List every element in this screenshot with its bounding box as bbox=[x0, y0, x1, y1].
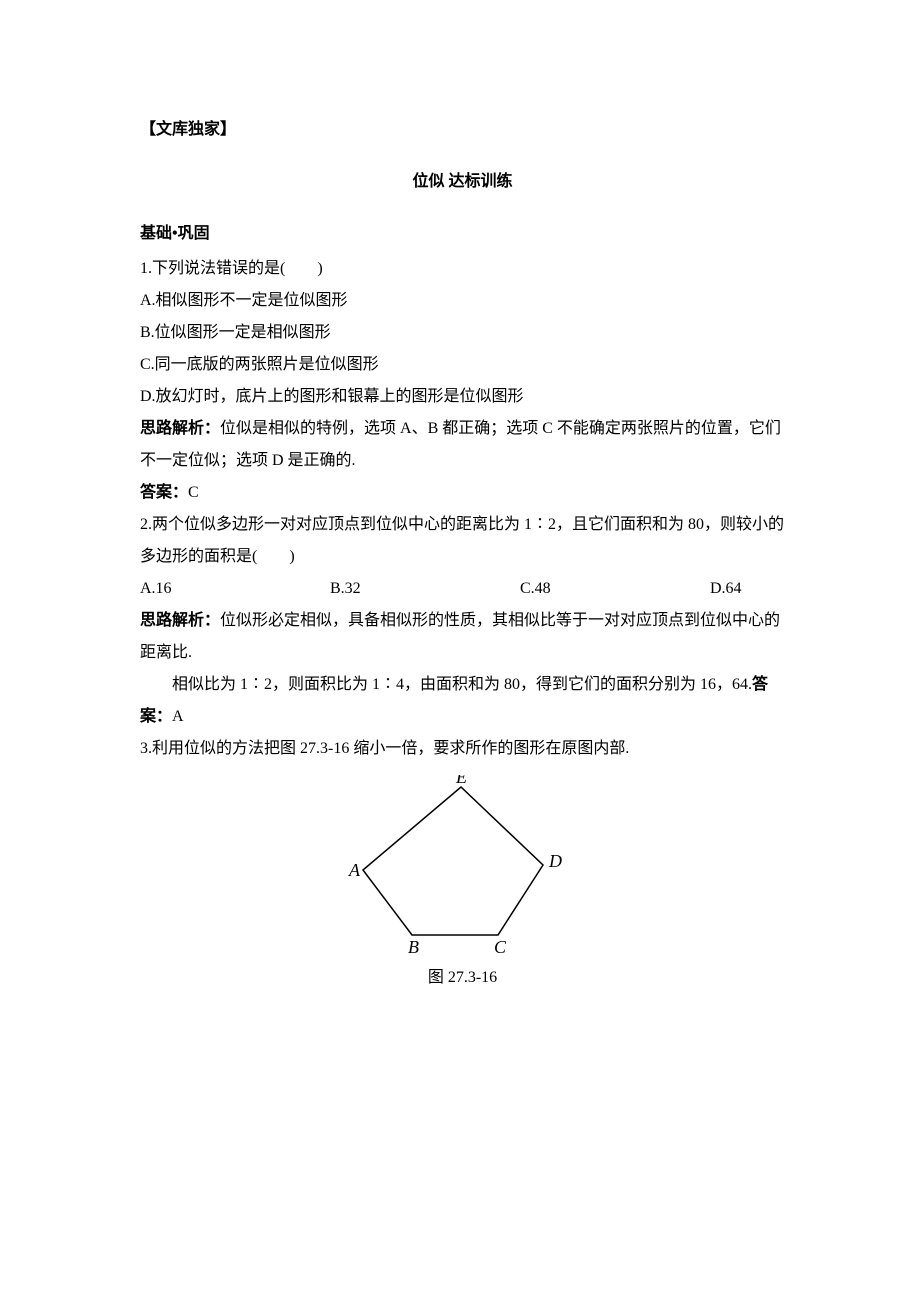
q2-option-c: C.48 bbox=[520, 573, 710, 605]
q1-option-a: A.相似图形不一定是位似图形 bbox=[140, 285, 785, 317]
q1-answer: 答案：C bbox=[140, 477, 785, 509]
q1-option-b: B.位似图形一定是相似图形 bbox=[140, 317, 785, 349]
q1-option-d: D.放幻灯时，底片上的图形和银幕上的图形是位似图形 bbox=[140, 381, 785, 413]
answer-label: 答案： bbox=[140, 484, 188, 501]
q2-option-d: D.64 bbox=[710, 573, 742, 605]
svg-text:C: C bbox=[494, 937, 507, 955]
q1-stem: 1.下列说法错误的是( ) bbox=[140, 253, 785, 285]
q1-answer-value: C bbox=[188, 484, 199, 501]
page-title: 位似 达标训练 bbox=[140, 167, 785, 191]
header-note: 【文库独家】 bbox=[140, 115, 785, 139]
q2-option-a: A.16 bbox=[140, 573, 330, 605]
svg-text:D: D bbox=[548, 851, 562, 871]
figure-caption: 图 27.3-16 bbox=[140, 963, 785, 987]
svg-text:E: E bbox=[455, 775, 467, 787]
analysis-label: 思路解析： bbox=[140, 612, 220, 629]
q2-analysis-text: 位似形必定相似，具备相似形的性质，其相似比等于一对对应顶点到位似中心的距离比. bbox=[140, 612, 780, 661]
q1-analysis: 思路解析：位似是相似的特例，选项 A、B 都正确；选项 C 不能确定两张照片的位… bbox=[140, 413, 785, 477]
pentagon-figure: A B C D E bbox=[348, 775, 578, 955]
q2-option-b: B.32 bbox=[330, 573, 520, 605]
svg-text:A: A bbox=[348, 860, 361, 880]
q1-analysis-text: 位似是相似的特例，选项 A、B 都正确；选项 C 不能确定两张照片的位置，它们不… bbox=[140, 420, 781, 469]
q2-analysis2-line: 相似比为 1∶2，则面积比为 1∶4，由面积和为 80，得到它们的面积分别为 1… bbox=[140, 669, 785, 701]
section-heading: 基础•巩固 bbox=[140, 219, 785, 243]
svg-text:B: B bbox=[408, 937, 419, 955]
q2-options-row: A.16 B.32 C.48 D.64 bbox=[140, 573, 785, 605]
q2-analysis: 思路解析：位似形必定相似，具备相似形的性质，其相似比等于一对对应顶点到位似中心的… bbox=[140, 605, 785, 669]
figure-container: A B C D E 图 27.3-16 bbox=[140, 775, 785, 987]
q3-stem: 3.利用位似的方法把图 27.3-16 缩小一倍，要求所作的图形在原图内部. bbox=[140, 733, 785, 765]
analysis-label: 思路解析： bbox=[140, 420, 220, 437]
q2-stem: 2.两个位似多边形一对对应顶点到位似中心的距离比为 1∶2，且它们面积和为 80… bbox=[140, 509, 785, 573]
q1-option-c: C.同一底版的两张照片是位似图形 bbox=[140, 349, 785, 381]
